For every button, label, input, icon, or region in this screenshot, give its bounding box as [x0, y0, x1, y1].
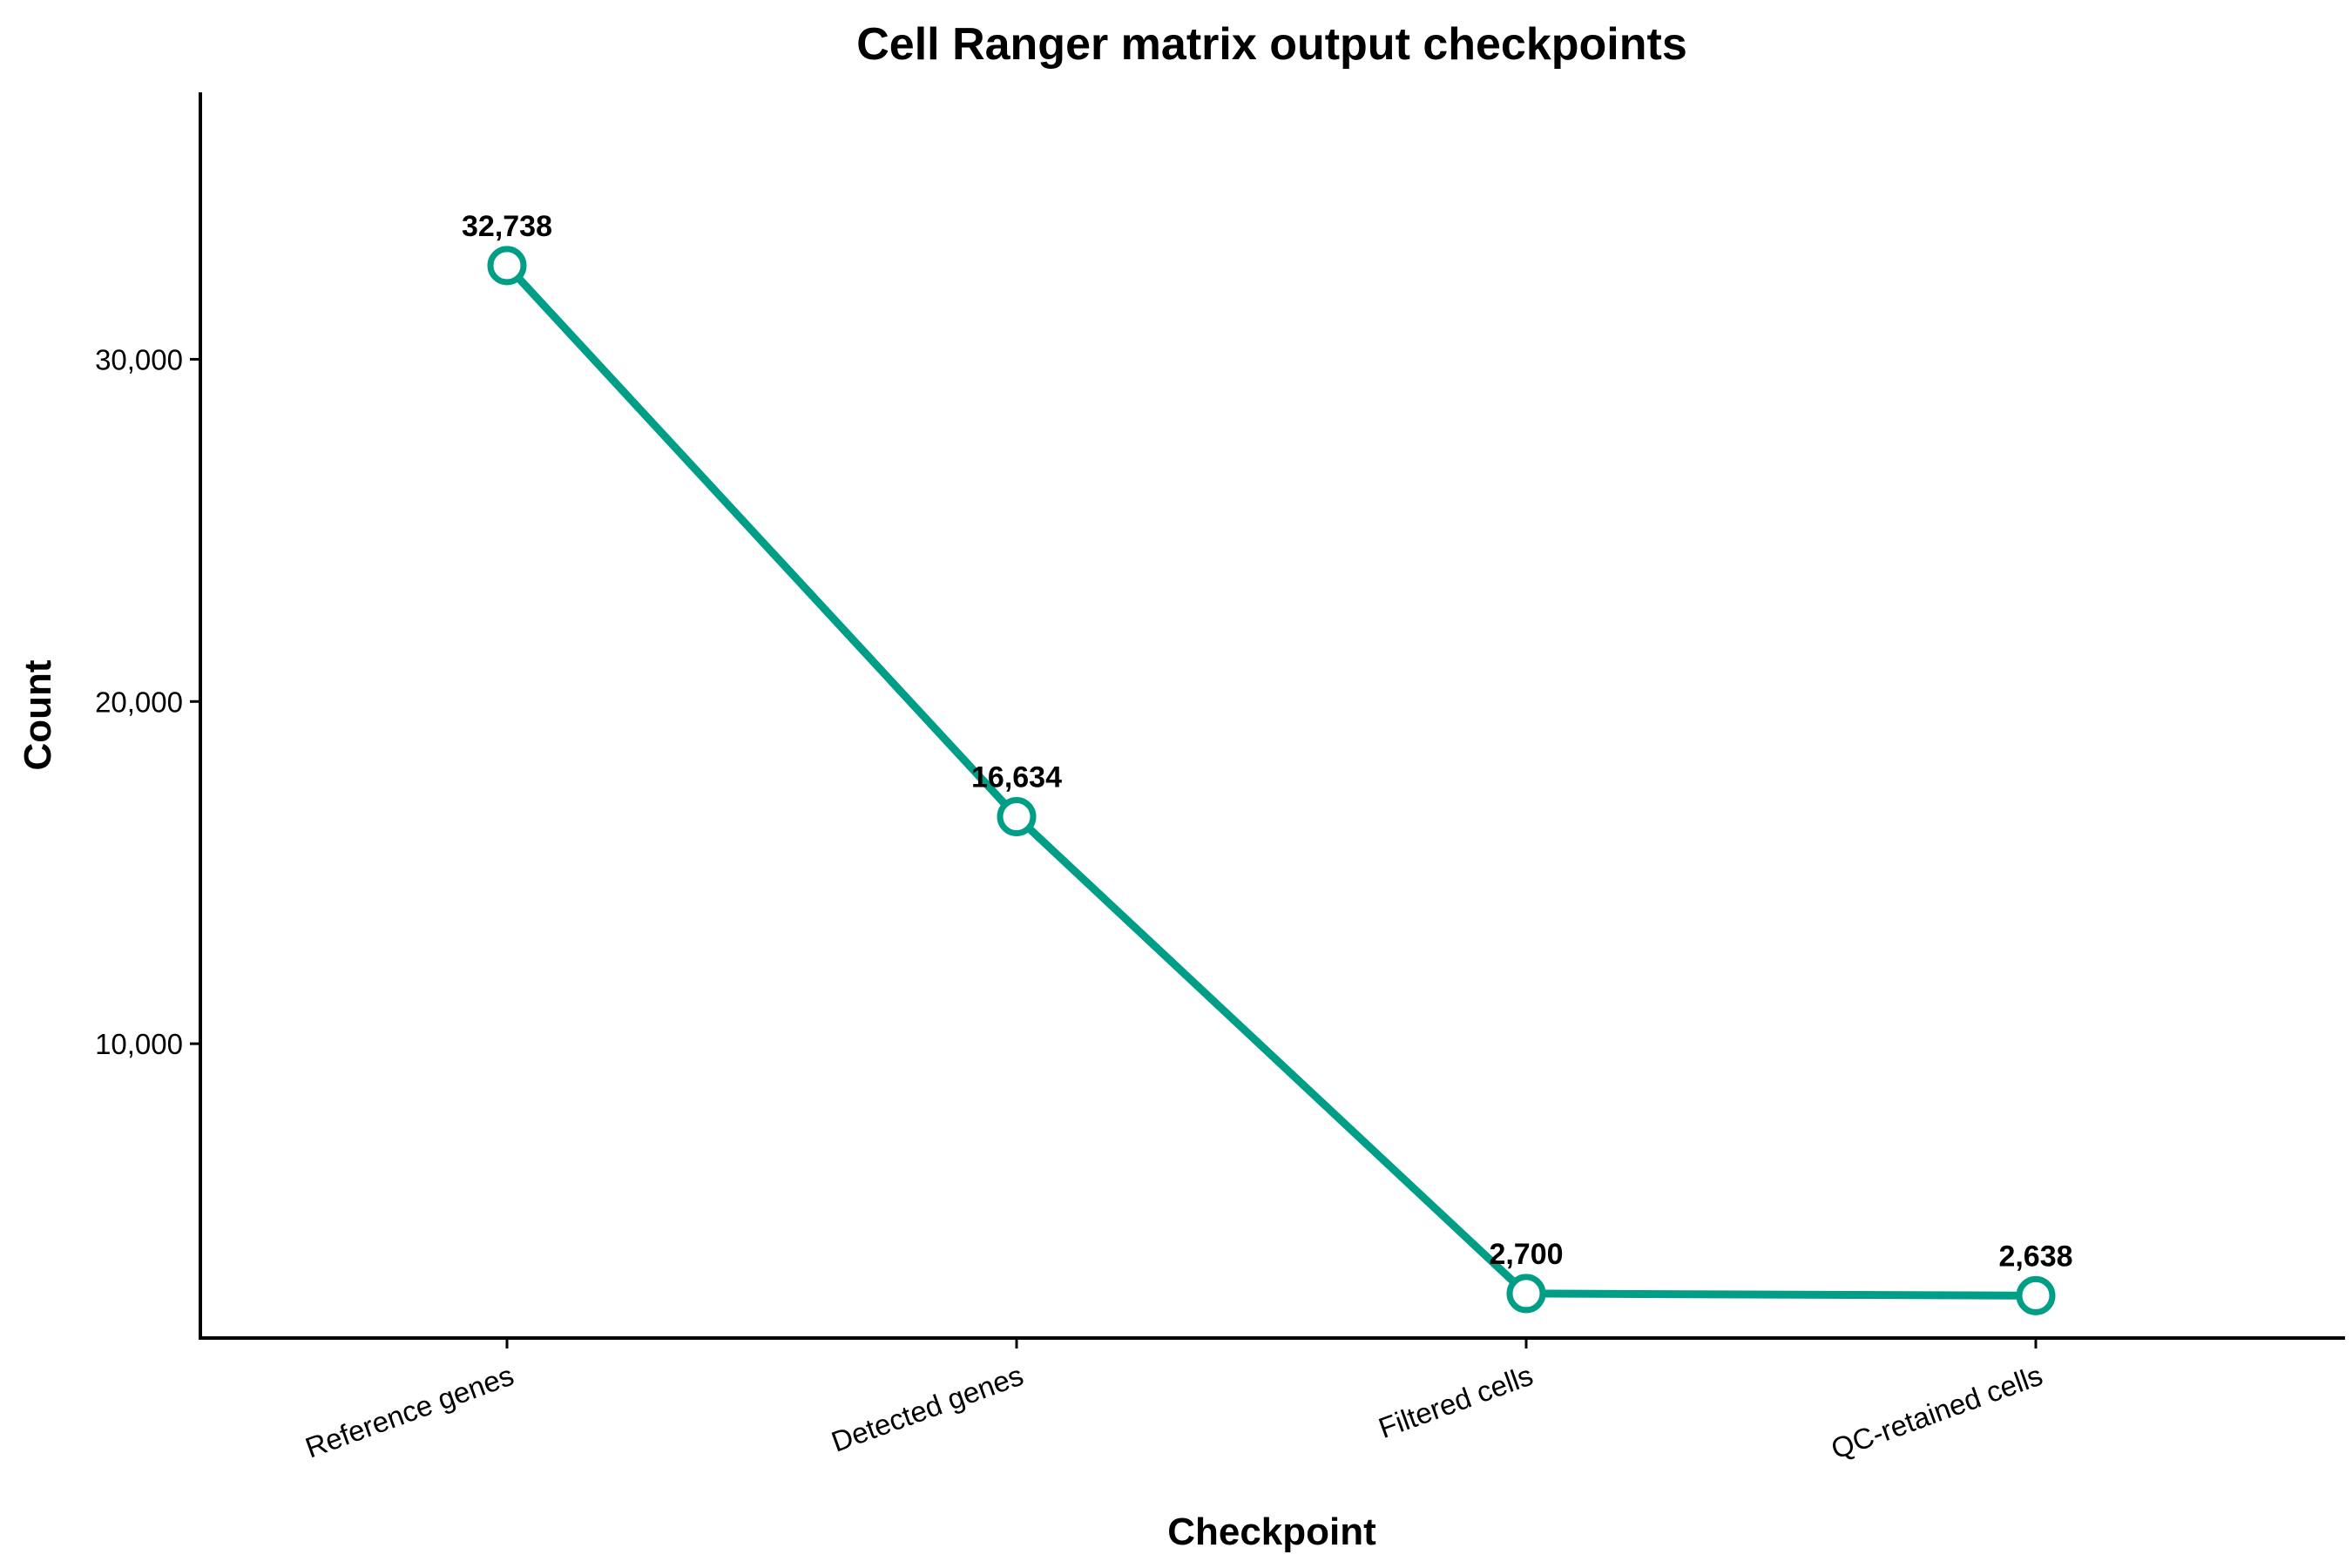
chart-title: Cell Ranger matrix output checkpoints — [856, 19, 1687, 70]
y-axis-title: Count — [17, 659, 59, 770]
data-label: 2,700 — [1489, 1238, 1563, 1271]
series-layer — [487, 246, 2056, 1315]
data-point-marker — [997, 797, 1037, 837]
x-tick-label: QC-retained cells — [1827, 1359, 2046, 1465]
data-label: 16,634 — [971, 761, 1062, 794]
data-label: 32,738 — [462, 210, 552, 243]
x-axis-title: Checkpoint — [1167, 1511, 1376, 1553]
data-label-layer: 32,738 16,634 2,700 2,638 — [462, 210, 2073, 1273]
axes — [199, 92, 2345, 1340]
x-ticks: Reference genes Detected genes Filtered ce… — [301, 1338, 2046, 1465]
data-point-marker — [1506, 1274, 1546, 1314]
data-point-marker — [2016, 1275, 2056, 1315]
y-tick-label: 20,000 — [95, 686, 183, 718]
y-ticks: 10,000 20,000 30,000 — [95, 343, 200, 1060]
y-tick-label: 10,000 — [95, 1028, 183, 1060]
x-tick-label: Reference genes — [301, 1359, 518, 1464]
x-tick-label: Filtered cells — [1375, 1359, 1538, 1444]
series-line — [503, 261, 2040, 1300]
data-label: 2,638 — [1998, 1240, 2072, 1273]
y-tick-label: 30,000 — [95, 343, 183, 375]
x-tick-label: Detected genes — [828, 1359, 1028, 1458]
data-point-marker — [487, 246, 527, 286]
